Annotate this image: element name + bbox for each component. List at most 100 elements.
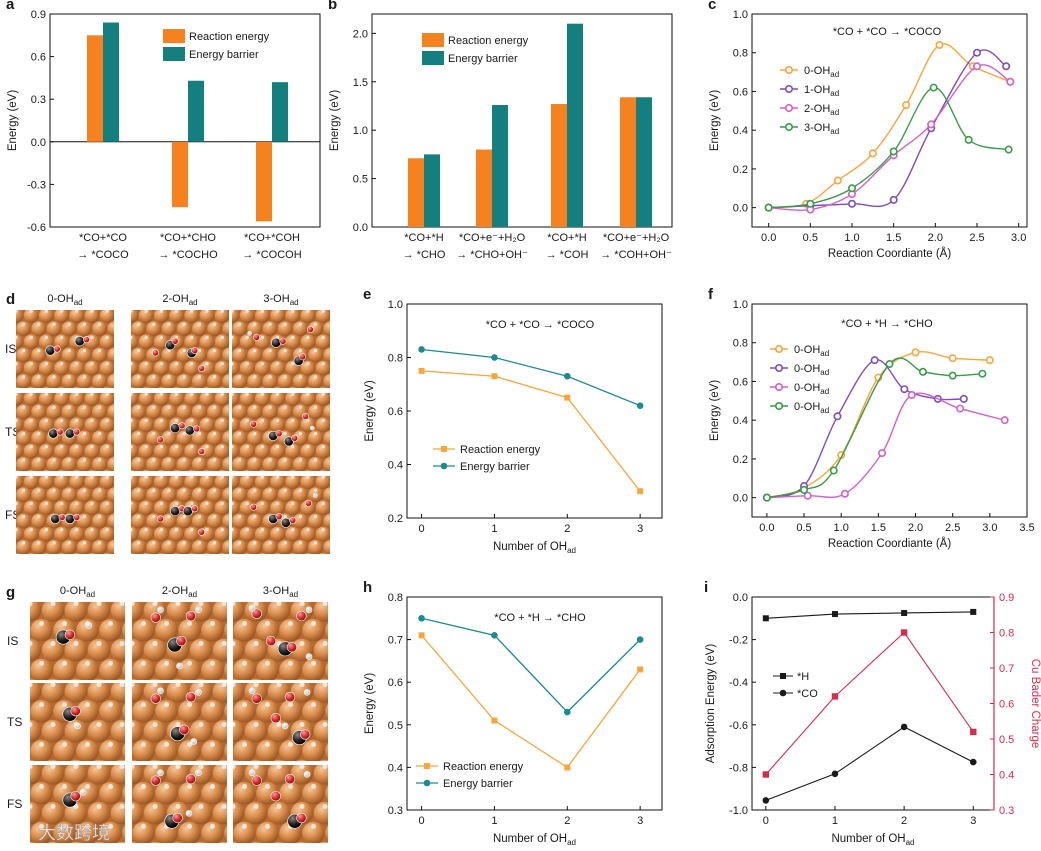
interstitial-atom <box>287 741 294 747</box>
interstitial-atom <box>37 322 41 326</box>
oxygen-atom <box>172 812 183 824</box>
data-point-i-1-3 <box>969 758 977 766</box>
cu-atom <box>53 658 76 680</box>
interstitial-atom <box>75 310 79 313</box>
cu-atom <box>16 513 32 529</box>
data-point-c-0-5 <box>935 40 944 49</box>
cu-atom <box>30 678 36 680</box>
interstitial-atom <box>306 418 310 423</box>
cu-atom <box>146 487 162 503</box>
cu-atom <box>42 386 51 388</box>
cu-atom <box>146 295 161 310</box>
panel-letter: g <box>6 584 15 601</box>
cu-atom <box>38 476 54 489</box>
cu-atom <box>64 719 88 743</box>
interstitial-atom <box>268 348 272 353</box>
cu-atom <box>285 500 301 516</box>
cu-atom <box>161 321 177 337</box>
data-point-h-1-2 <box>563 708 571 716</box>
cu-atom <box>302 700 325 723</box>
interstitial-atom <box>175 803 181 809</box>
interstitial-atom <box>152 514 156 519</box>
cu-atom <box>214 500 229 516</box>
cu-atom <box>99 579 122 602</box>
hydrogen-atom <box>248 769 256 777</box>
cu-atom <box>161 373 177 388</box>
cu-atom <box>131 552 135 554</box>
cu-atom <box>233 801 245 825</box>
interstitial-atom <box>212 514 217 519</box>
cu-atom <box>308 513 324 529</box>
interstitial-atom <box>144 393 148 396</box>
cu-atom <box>87 602 111 622</box>
cu-atom <box>254 500 270 516</box>
y-tick-label: 0.6 <box>388 677 403 689</box>
cu-atom <box>107 456 114 471</box>
interstitial-atom <box>298 541 303 545</box>
cu-atom <box>247 430 263 446</box>
data-point-h-0-0 <box>418 632 425 639</box>
chart-title: *CO + *H → *CHO <box>841 318 933 330</box>
cu-atom <box>16 526 24 542</box>
category-label: *CO+*CO <box>79 232 127 244</box>
cu-atom <box>270 526 286 542</box>
cu-atom <box>103 469 111 471</box>
cu-atom <box>169 476 185 489</box>
interstitial-atom <box>233 803 236 809</box>
oxygen-atom <box>296 812 307 824</box>
cu-atom <box>7 660 30 683</box>
interstitial-atom <box>136 488 141 492</box>
interstitial-atom <box>75 418 79 423</box>
interstitial-atom <box>131 501 133 506</box>
cu-atom <box>325 579 348 602</box>
cu-atom <box>247 539 263 554</box>
cu-atom <box>38 393 54 406</box>
cu-atom <box>31 321 47 337</box>
oxygen-atom <box>73 513 81 521</box>
cu-atom <box>207 430 223 446</box>
interstitial-atom <box>212 431 217 436</box>
cu-atom <box>201 782 224 805</box>
interstitial-atom <box>21 514 26 519</box>
interstitial-atom <box>163 701 170 708</box>
interstitial-atom <box>298 458 303 462</box>
interstitial-atom <box>241 620 248 627</box>
interstitial-atom <box>232 335 234 340</box>
cu-atom <box>239 417 255 433</box>
cu-atom <box>176 513 192 529</box>
interstitial-atom <box>237 488 242 492</box>
oxygen-atom <box>279 337 287 345</box>
carbon-atom <box>50 513 61 524</box>
legend-label: Energy barrier <box>189 49 259 61</box>
interstitial-atom <box>198 803 204 809</box>
y-axis-label: Energy (eV) <box>709 380 721 442</box>
y2-tick-label: 0.3 <box>999 805 1014 817</box>
cu-atom <box>254 310 270 323</box>
interstitial-atom <box>268 488 272 492</box>
interstitial-atom <box>175 683 181 688</box>
cu-atom <box>73 386 81 388</box>
interstitial-atom <box>291 335 295 340</box>
cu-atom <box>214 443 229 459</box>
interstitial-atom <box>82 348 87 353</box>
bar-a-reaction-1 <box>172 141 188 208</box>
interstitial-atom <box>283 458 287 462</box>
cu-atom <box>258 552 267 554</box>
cu-atom <box>131 295 146 310</box>
cu-atom <box>161 539 177 554</box>
interstitial-atom <box>198 683 204 688</box>
interstitial-atom <box>96 640 102 646</box>
interstitial-atom <box>321 335 325 340</box>
cu-atom <box>76 373 92 388</box>
y-tick-label: 0.7 <box>388 635 403 647</box>
category-label: → *COCOH <box>242 249 301 261</box>
cu-atom <box>61 347 77 363</box>
cu-atom <box>76 513 92 529</box>
legend-label: Reaction energy <box>448 35 529 47</box>
interstitial-atom <box>275 527 280 532</box>
x-tick-label: 1 <box>491 523 497 535</box>
y-tick-label: -1.0 <box>729 805 748 817</box>
interstitial-atom <box>159 310 164 313</box>
cu-atom <box>199 360 215 376</box>
interstitial-atom <box>209 660 216 666</box>
